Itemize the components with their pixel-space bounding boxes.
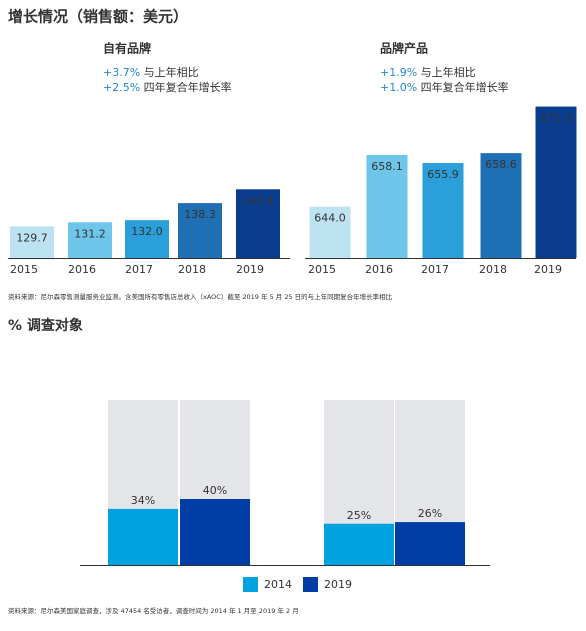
bar [366,154,408,258]
stat-change: +3.7% [103,66,140,79]
page-title: 增长情况（销售额：美元） [8,8,188,26]
bar [178,203,222,258]
legend-swatch [303,577,318,592]
stat-line: +1.9% 与上年相比 [380,65,476,79]
x-tick-label: 2015 [308,263,336,276]
stat-label: 四年复合年增长率 [421,80,509,94]
value-label: 129.7 [16,231,48,244]
value-label: 658.6 [485,158,517,171]
stat-line: +3.7% 与上年相比 [103,65,199,79]
stat-change: +2.5% [103,81,140,94]
x-tick-label: 2017 [421,263,449,276]
section-title: % 调查对象 [8,317,83,334]
x-tick-label: 2019 [236,263,264,276]
value-label: 671.3 [540,112,572,125]
bar [395,522,465,565]
stat-line: +2.5% 四年复合年增长率 [103,80,232,94]
bar [125,220,169,258]
x-tick-label: 2016 [68,263,96,276]
value-label: 132.0 [131,225,163,238]
x-tick-label: 2016 [365,263,393,276]
value-label: 40% [203,484,227,497]
stat-label: 与上年相比 [421,65,476,79]
stat-change: +1.0% [380,81,417,94]
chart-title: 自有品牌 [103,41,151,56]
x-tick-label: 2018 [479,263,507,276]
x-tick-label: 2018 [178,263,206,276]
bar [480,153,522,258]
x-tick-label: 2019 [534,263,562,276]
value-label: 34% [131,494,155,507]
bar [535,106,577,258]
stat-label: 四年复合年增长率 [144,80,232,94]
value-label: 143.4 [242,194,274,207]
value-label: 131.2 [74,227,106,240]
bar [180,499,250,565]
value-label: 138.3 [184,208,216,221]
value-label: 25% [347,509,371,522]
stat-change: +1.9% [380,66,417,79]
stat-label: 与上年相比 [144,65,199,79]
legend-label: 2019 [324,578,352,591]
value-label: 655.9 [427,168,459,181]
stat-line: +1.0% 四年复合年增长率 [380,80,509,94]
legend-swatch [243,577,258,592]
source-note: 资料来源：尼尔森零售测量服务业监测。含美国所有零售店总收入（xAOC）截至 20… [8,292,393,301]
chart-title: 品牌产品 [380,41,428,56]
x-tick-label: 2017 [125,263,153,276]
value-label: 644.0 [314,212,346,225]
bar [68,222,112,258]
value-label: 658.1 [371,160,403,173]
bar [10,226,54,258]
bar [236,189,280,258]
legend-label: 2014 [264,578,292,591]
value-label: 26% [418,507,442,520]
bar [309,206,351,258]
bar [422,163,464,258]
source-note: 资料来源：尼尔森美国家庭调查，涉及 47454 名受访者，调查时间为 2014 … [8,606,299,615]
bar [108,508,178,565]
x-tick-label: 2015 [10,263,38,276]
bar [324,523,394,565]
